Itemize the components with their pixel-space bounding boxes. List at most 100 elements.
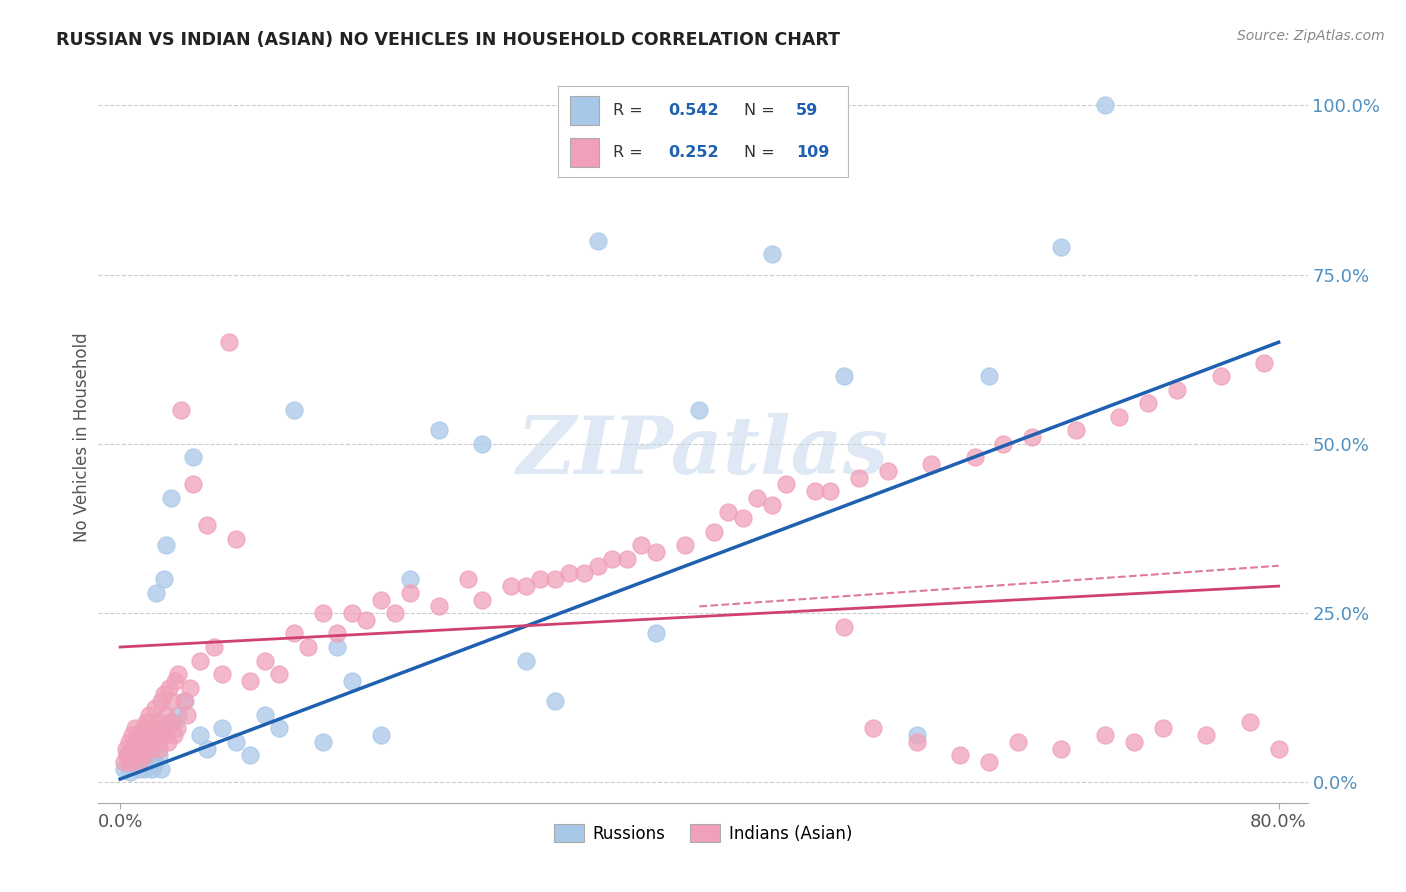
Point bbox=[167, 667, 190, 681]
Point bbox=[163, 714, 186, 729]
Point bbox=[1166, 383, 1188, 397]
Point bbox=[129, 728, 152, 742]
Point bbox=[159, 491, 181, 505]
Point bbox=[905, 728, 928, 742]
Point bbox=[340, 673, 363, 688]
Point bbox=[120, 755, 142, 769]
Point bbox=[616, 552, 638, 566]
Point bbox=[159, 714, 181, 729]
Point bbox=[963, 450, 986, 465]
Point bbox=[225, 735, 247, 749]
Point bbox=[1137, 396, 1160, 410]
Point bbox=[326, 626, 349, 640]
Point bbox=[121, 728, 143, 742]
Point bbox=[174, 694, 197, 708]
Point bbox=[202, 640, 225, 654]
Point bbox=[398, 572, 420, 586]
Point bbox=[152, 688, 174, 702]
Point bbox=[170, 403, 193, 417]
Point bbox=[993, 437, 1015, 451]
Point bbox=[1239, 714, 1261, 729]
Point bbox=[1064, 423, 1087, 437]
Y-axis label: No Vehicles in Household: No Vehicles in Household bbox=[73, 332, 91, 542]
Point bbox=[150, 721, 173, 735]
Point bbox=[977, 755, 1000, 769]
Point bbox=[136, 735, 159, 749]
Point bbox=[121, 741, 143, 756]
Point bbox=[165, 673, 187, 688]
Point bbox=[761, 247, 783, 261]
Point bbox=[114, 755, 136, 769]
Point bbox=[141, 721, 163, 735]
Point bbox=[572, 566, 595, 580]
Point bbox=[142, 741, 165, 756]
Point bbox=[188, 654, 211, 668]
Point bbox=[398, 586, 420, 600]
Point bbox=[120, 765, 142, 780]
Point bbox=[118, 735, 141, 749]
Point bbox=[1195, 728, 1218, 742]
Point bbox=[145, 728, 167, 742]
Point bbox=[471, 592, 494, 607]
Point bbox=[153, 728, 176, 742]
Point bbox=[832, 369, 855, 384]
Point bbox=[179, 681, 201, 695]
Point bbox=[125, 755, 148, 769]
Point bbox=[283, 626, 305, 640]
Point bbox=[118, 755, 141, 769]
Point bbox=[131, 755, 153, 769]
Point bbox=[515, 579, 537, 593]
Point bbox=[122, 758, 145, 772]
Point bbox=[312, 606, 335, 620]
Point bbox=[543, 694, 565, 708]
Point bbox=[876, 464, 898, 478]
Point bbox=[515, 654, 537, 668]
Point bbox=[1021, 430, 1043, 444]
Legend: Russions, Indians (Asian): Russions, Indians (Asian) bbox=[547, 818, 859, 849]
Point bbox=[143, 701, 166, 715]
Point bbox=[501, 579, 523, 593]
Point bbox=[125, 748, 148, 763]
Point bbox=[124, 735, 146, 749]
Point bbox=[253, 654, 276, 668]
Point bbox=[152, 572, 174, 586]
Point bbox=[1122, 735, 1144, 749]
Point bbox=[195, 741, 218, 756]
Point bbox=[139, 741, 162, 756]
Point bbox=[269, 721, 291, 735]
Point bbox=[920, 457, 942, 471]
Point bbox=[1050, 240, 1073, 254]
Point bbox=[134, 762, 156, 776]
Point bbox=[155, 707, 177, 722]
Point bbox=[141, 762, 163, 776]
Point bbox=[149, 762, 172, 776]
Point bbox=[427, 599, 450, 614]
Point bbox=[529, 572, 551, 586]
Point bbox=[211, 721, 233, 735]
Point bbox=[703, 524, 725, 539]
Point bbox=[114, 762, 136, 776]
Point bbox=[297, 640, 319, 654]
Point bbox=[775, 477, 797, 491]
Text: RUSSIAN VS INDIAN (ASIAN) NO VEHICLES IN HOUSEHOLD CORRELATION CHART: RUSSIAN VS INDIAN (ASIAN) NO VEHICLES IN… bbox=[56, 31, 841, 49]
Point bbox=[127, 728, 149, 742]
Point bbox=[148, 741, 170, 756]
Point bbox=[269, 667, 291, 681]
Point bbox=[340, 606, 363, 620]
Point bbox=[862, 721, 884, 735]
Point bbox=[128, 762, 150, 776]
Point bbox=[117, 748, 139, 763]
Point bbox=[370, 728, 392, 742]
Point bbox=[138, 728, 160, 742]
Point bbox=[136, 755, 159, 769]
Point bbox=[127, 735, 149, 749]
Point bbox=[134, 748, 156, 763]
Point bbox=[132, 741, 155, 756]
Text: Source: ZipAtlas.com: Source: ZipAtlas.com bbox=[1237, 29, 1385, 43]
Point bbox=[905, 735, 928, 749]
Point bbox=[188, 728, 211, 742]
Point bbox=[1267, 741, 1289, 756]
Point bbox=[645, 626, 668, 640]
Point bbox=[761, 498, 783, 512]
Point bbox=[645, 545, 668, 559]
